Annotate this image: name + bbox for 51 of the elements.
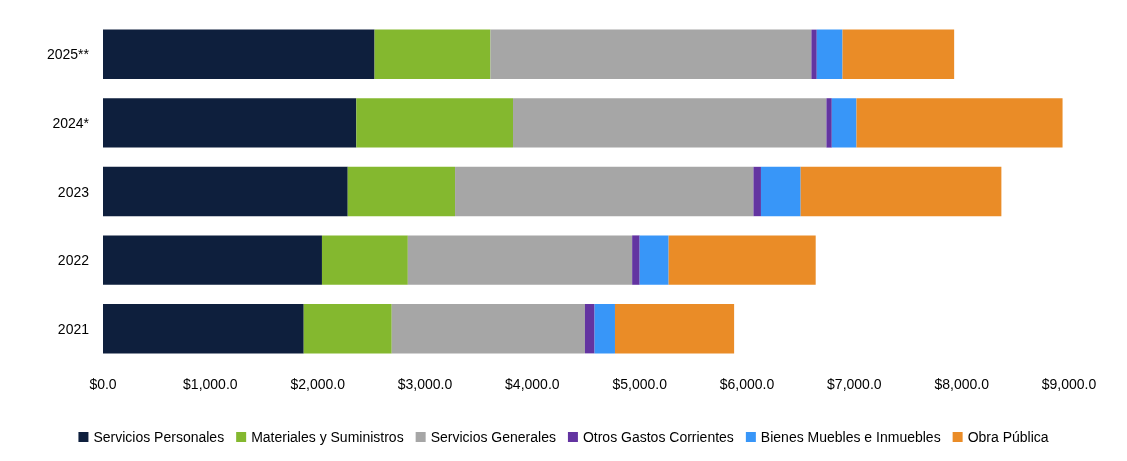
bar [374, 29, 491, 79]
bar [103, 29, 375, 79]
legend-label: Otros Gastos Corrientes [582, 429, 734, 445]
bar [303, 304, 392, 354]
legend-label: Servicios Personales [93, 429, 225, 445]
bar [760, 166, 801, 217]
bar [513, 98, 827, 148]
bar [407, 235, 633, 285]
x-tick-label: $8,000.0 [934, 376, 990, 392]
x-tick-label: $5,000.0 [612, 376, 668, 392]
x-tick-label: $0.0 [89, 376, 117, 392]
bar [614, 304, 735, 354]
bar [103, 98, 357, 148]
legend-label: Servicios Generales [430, 429, 556, 445]
x-tick-label: $3,000.0 [397, 376, 453, 392]
bar [639, 235, 669, 285]
bar [826, 98, 832, 148]
y-tick-label: 2025** [46, 46, 90, 63]
y-tick-label: 2023 [57, 183, 90, 200]
x-tick-label: $6,000.0 [719, 376, 775, 392]
y-tick-label: 2022 [57, 252, 90, 269]
x-tick-label: $9,000.0 [1041, 376, 1097, 392]
bar [594, 304, 615, 354]
bar [455, 166, 754, 217]
bar [856, 98, 1063, 148]
bar [811, 29, 817, 79]
legend-label: Obra Pública [967, 429, 1049, 445]
bar [321, 235, 408, 285]
bar [831, 98, 857, 148]
bar [356, 98, 514, 148]
bar [800, 166, 1002, 217]
bar [584, 304, 595, 354]
bar [490, 29, 812, 79]
bar [391, 304, 585, 354]
bar [103, 166, 348, 217]
x-tick-label: $1,000.0 [183, 376, 238, 392]
bar [632, 235, 640, 285]
bar [347, 166, 456, 217]
bar [842, 29, 955, 79]
legend-label: Bienes Muebles e Inmuebles [760, 429, 941, 445]
y-tick-label: 2021 [57, 320, 90, 337]
x-tick-label: $7,000.0 [827, 376, 882, 392]
bar [816, 29, 843, 79]
bar [103, 304, 304, 354]
x-tick-label: $4,000.0 [505, 376, 560, 392]
bar [668, 235, 816, 285]
bar [103, 235, 322, 285]
y-tick-label: 2024* [52, 114, 90, 131]
bar [753, 166, 761, 217]
legend-label: Materiales y Suministros [251, 429, 404, 445]
x-tick-label: $2,000.0 [290, 376, 346, 392]
